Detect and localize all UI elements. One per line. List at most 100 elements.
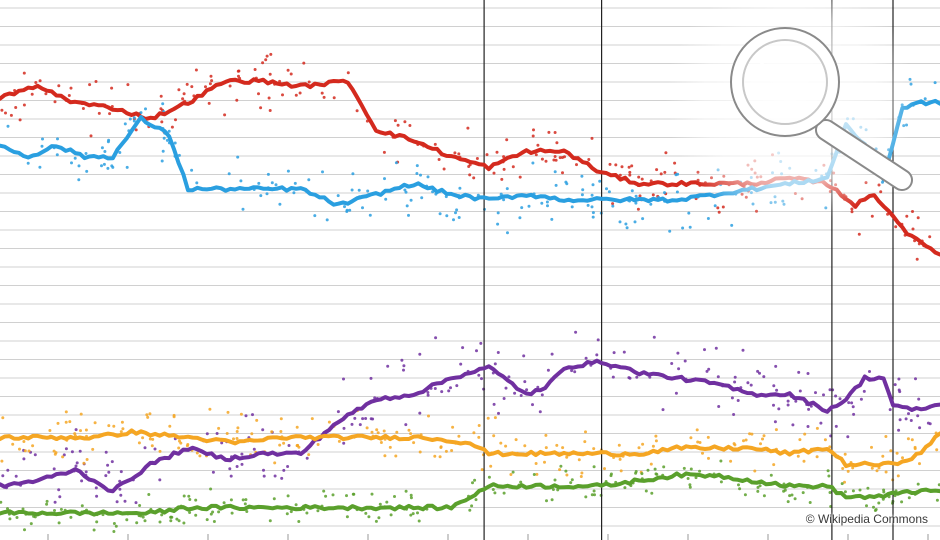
poll-dot bbox=[519, 480, 523, 484]
poll-dot bbox=[520, 206, 524, 210]
poll-dot bbox=[403, 120, 407, 124]
poll-dot bbox=[165, 138, 169, 142]
poll-dot bbox=[850, 401, 854, 405]
poll-dot bbox=[737, 483, 740, 487]
poll-dot bbox=[798, 438, 802, 442]
poll-dot bbox=[677, 367, 681, 371]
poll-dot bbox=[110, 460, 114, 464]
poll-dot bbox=[255, 418, 259, 422]
poll-dot bbox=[798, 389, 802, 393]
poll-dot bbox=[618, 457, 622, 461]
poll-dot bbox=[433, 142, 437, 146]
poll-dot bbox=[611, 375, 615, 379]
poll-dot bbox=[670, 362, 674, 365]
poll-dot bbox=[449, 386, 452, 390]
poll-dot bbox=[110, 86, 114, 90]
poll-dot bbox=[790, 493, 794, 497]
poll-dot bbox=[115, 500, 119, 504]
poll-dot bbox=[477, 435, 481, 439]
poll-dot bbox=[846, 435, 850, 439]
poll-dot bbox=[147, 493, 151, 496]
poll-dot bbox=[774, 364, 778, 368]
poll-dot bbox=[749, 383, 753, 387]
poll-dot bbox=[437, 158, 441, 161]
poll-dot bbox=[497, 411, 500, 415]
poll-dot bbox=[935, 498, 939, 502]
poll-dot bbox=[426, 393, 430, 397]
poll-dot bbox=[565, 182, 569, 186]
poll-dot bbox=[772, 403, 775, 407]
poll-dot bbox=[74, 464, 78, 468]
poll-dot bbox=[461, 346, 465, 350]
poll-dot bbox=[454, 211, 457, 215]
poll-dot bbox=[280, 476, 284, 480]
poll-dot bbox=[707, 456, 710, 460]
poll-dot bbox=[794, 399, 798, 403]
poll-dot bbox=[267, 96, 271, 100]
poll-dot bbox=[370, 430, 374, 434]
poll-dot bbox=[493, 416, 497, 420]
poll-dot bbox=[913, 447, 917, 451]
poll-dot bbox=[470, 504, 474, 508]
poll-dot bbox=[416, 511, 419, 515]
poll-dot bbox=[618, 173, 622, 177]
poll-dot bbox=[617, 443, 621, 447]
poll-dot bbox=[84, 470, 88, 474]
poll-dot bbox=[730, 396, 734, 400]
poll-dot bbox=[916, 482, 920, 486]
poll-dot bbox=[270, 430, 274, 434]
poll-dot bbox=[640, 177, 644, 181]
poll-dot bbox=[534, 462, 538, 465]
poll-dot bbox=[351, 172, 355, 176]
poll-dot bbox=[555, 443, 559, 447]
poll-dot bbox=[23, 528, 26, 532]
poll-dot bbox=[175, 517, 179, 521]
poll-dot bbox=[910, 438, 914, 442]
poll-dot bbox=[634, 470, 638, 473]
poll-dot bbox=[716, 375, 720, 379]
poll-dot bbox=[473, 478, 477, 482]
poll-dot bbox=[870, 445, 873, 449]
poll-dot bbox=[603, 467, 606, 471]
poll-dot bbox=[97, 111, 101, 115]
poll-dot bbox=[181, 97, 185, 101]
poll-dot bbox=[62, 453, 66, 457]
poll-dot bbox=[518, 216, 522, 220]
poll-dot bbox=[440, 390, 444, 394]
poll-dot bbox=[342, 377, 345, 381]
poll-dot bbox=[262, 468, 265, 472]
poll-dot bbox=[587, 158, 591, 161]
poll-dot bbox=[457, 216, 461, 219]
poll-dot bbox=[492, 171, 496, 175]
poll-dot bbox=[69, 86, 73, 90]
poll-dot bbox=[394, 454, 398, 458]
poll-dot bbox=[270, 181, 274, 185]
poll-dot bbox=[337, 439, 341, 443]
poll-dot bbox=[701, 451, 704, 455]
poll-dot bbox=[857, 232, 861, 236]
poll-dot bbox=[688, 225, 692, 229]
poll-dot bbox=[843, 452, 847, 456]
poll-dot bbox=[897, 428, 901, 432]
poll-dot bbox=[261, 61, 265, 65]
poll-dot bbox=[351, 492, 355, 496]
poll-dot bbox=[104, 474, 108, 478]
poll-dot bbox=[212, 520, 216, 523]
poll-dot bbox=[630, 164, 634, 168]
poll-dot bbox=[409, 493, 413, 497]
poll-dot bbox=[144, 107, 147, 111]
poll-dot bbox=[523, 444, 527, 448]
poll-dot bbox=[847, 401, 851, 405]
poll-dot bbox=[91, 447, 95, 451]
poll-dot bbox=[555, 141, 559, 145]
poll-dot bbox=[552, 158, 556, 162]
poll-dot bbox=[682, 466, 686, 470]
poll-dot bbox=[415, 164, 419, 168]
poll-dot bbox=[121, 427, 125, 431]
poll-dot bbox=[419, 173, 422, 177]
poll-dot bbox=[546, 204, 549, 208]
poll-dot bbox=[509, 473, 513, 476]
magnifier-icon[interactable] bbox=[665, 0, 915, 225]
poll-dot bbox=[918, 462, 921, 466]
poll-dot bbox=[758, 371, 761, 375]
